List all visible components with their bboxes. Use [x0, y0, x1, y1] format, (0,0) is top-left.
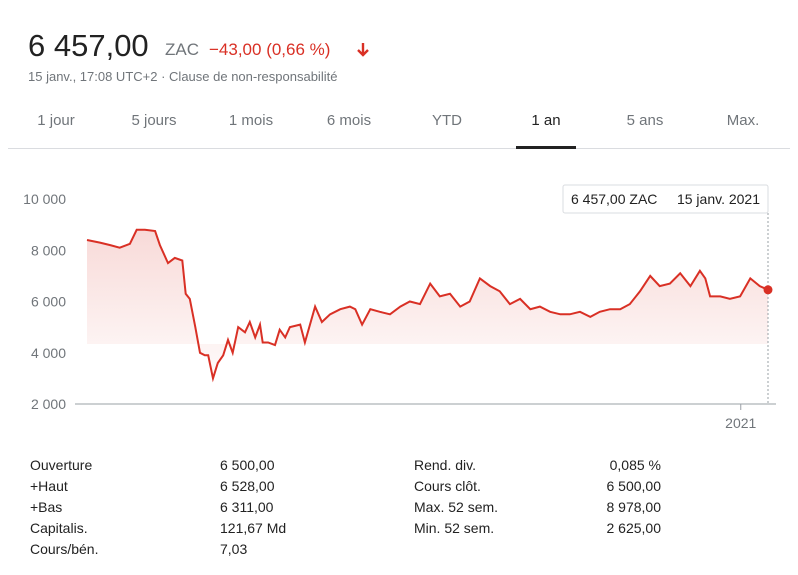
range-tab[interactable]: 6 mois	[326, 112, 372, 129]
tooltip-value: 6 457,00 ZAC	[571, 191, 657, 207]
area	[87, 229, 768, 379]
stat-label: Max. 52 sem.	[414, 499, 499, 515]
currency: ZAC	[165, 40, 199, 59]
stat-label: Rend. div.	[414, 457, 476, 473]
stat-value: 6 311,00	[220, 499, 274, 515]
stat-value: 6 500,00	[220, 457, 275, 473]
price-change: −43,00 (0,66 %)	[209, 40, 331, 59]
stat-value: 121,67 Md	[220, 520, 287, 536]
range-tab[interactable]: YTD	[432, 112, 462, 129]
stat-label: Ouverture	[30, 457, 93, 473]
tooltip-box	[562, 184, 769, 214]
stat-value: 2 625,00	[606, 520, 662, 536]
divider	[8, 148, 790, 149]
chart: 2 000 4 000 6 000 8 000 10 000 2021 6 457,00 Z…	[23, 184, 776, 431]
y-tick-label: 4 000	[31, 345, 66, 361]
price: 6 457,00	[28, 28, 149, 63]
stat-label: Cours/bén.	[30, 541, 99, 557]
price-line	[86, 228, 769, 383]
last-point	[763, 285, 773, 295]
range-tab[interactable]: Max.	[726, 112, 760, 129]
stat-label: +Bas	[30, 499, 63, 515]
disclaimer-link[interactable]: Clause de non-responsabilité	[169, 69, 338, 84]
stat-value: 8 978,00	[606, 499, 662, 515]
stat-label: Capitalis.	[30, 520, 88, 536]
stat-label: Min. 52 sem.	[414, 520, 495, 536]
timestamp-line: 15 janv., 17:08 UTC+2 · Clause de non-re…	[28, 69, 338, 84]
stat-label: Cours clôt.	[414, 478, 481, 494]
range-tab[interactable]: 1 an	[531, 112, 561, 129]
stat-value: 7,03	[220, 541, 248, 557]
range-tab[interactable]: 5 ans	[626, 112, 664, 129]
range-tab[interactable]: 1 mois	[228, 112, 274, 129]
y-tick-label: 6 000	[31, 294, 66, 310]
range-tab[interactable]: 1 jour	[37, 112, 75, 129]
timestamp: 15 janv., 17:08 UTC+2	[28, 69, 158, 84]
tooltip-date: 15 janv. 2021	[677, 191, 760, 207]
stat-label: +Haut	[30, 478, 68, 494]
active-tab-underline	[516, 146, 576, 149]
y-tick-label: 2 000	[31, 396, 66, 412]
y-tick-label: 10 000	[23, 191, 66, 207]
x-tick-label: 2021	[725, 415, 756, 431]
stat-value: 0,085 %	[609, 457, 661, 473]
stat-value: 6 528,00	[220, 478, 275, 494]
stat-value: 6 500,00	[606, 478, 662, 494]
down-arrow	[357, 43, 369, 57]
range-tab[interactable]: 5 jours	[131, 112, 177, 129]
y-tick-label: 8 000	[31, 242, 66, 258]
